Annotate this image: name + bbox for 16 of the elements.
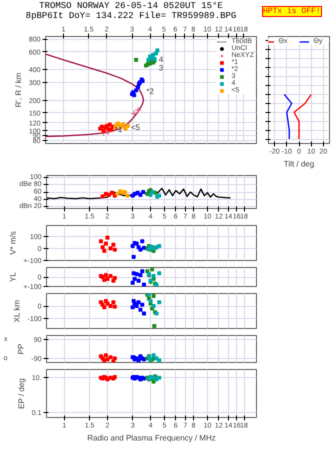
y-axis-title: R', R / km — [14, 72, 23, 108]
annotation: 3 — [158, 64, 164, 73]
annotation: *2 — [146, 87, 154, 96]
y-axis-title: PP — [16, 344, 26, 354]
chart-title: TROMSO NORWAY 26-05-14 0520UT 15°E — [39, 1, 223, 11]
y-axis-title: YL — [8, 272, 18, 282]
y-axis-title: V* m/s — [8, 231, 18, 255]
y-axis-title: EP / deg — [16, 378, 26, 409]
annotation: 4 — [158, 55, 164, 64]
text: HPTx is OFF! — [262, 6, 322, 17]
annotation: *1 — [114, 124, 123, 134]
annotation: <5 — [130, 123, 141, 132]
y-axis-title: XL km — [12, 300, 22, 322]
x-axis-title: Radio and Plasma Frequency / MHz — [87, 434, 216, 442]
x-axis-title: Tilt / deg — [284, 160, 314, 168]
chart-subtitle: 8pBP6It DoY= 134.222 File= TR959989.BPG — [26, 11, 236, 21]
